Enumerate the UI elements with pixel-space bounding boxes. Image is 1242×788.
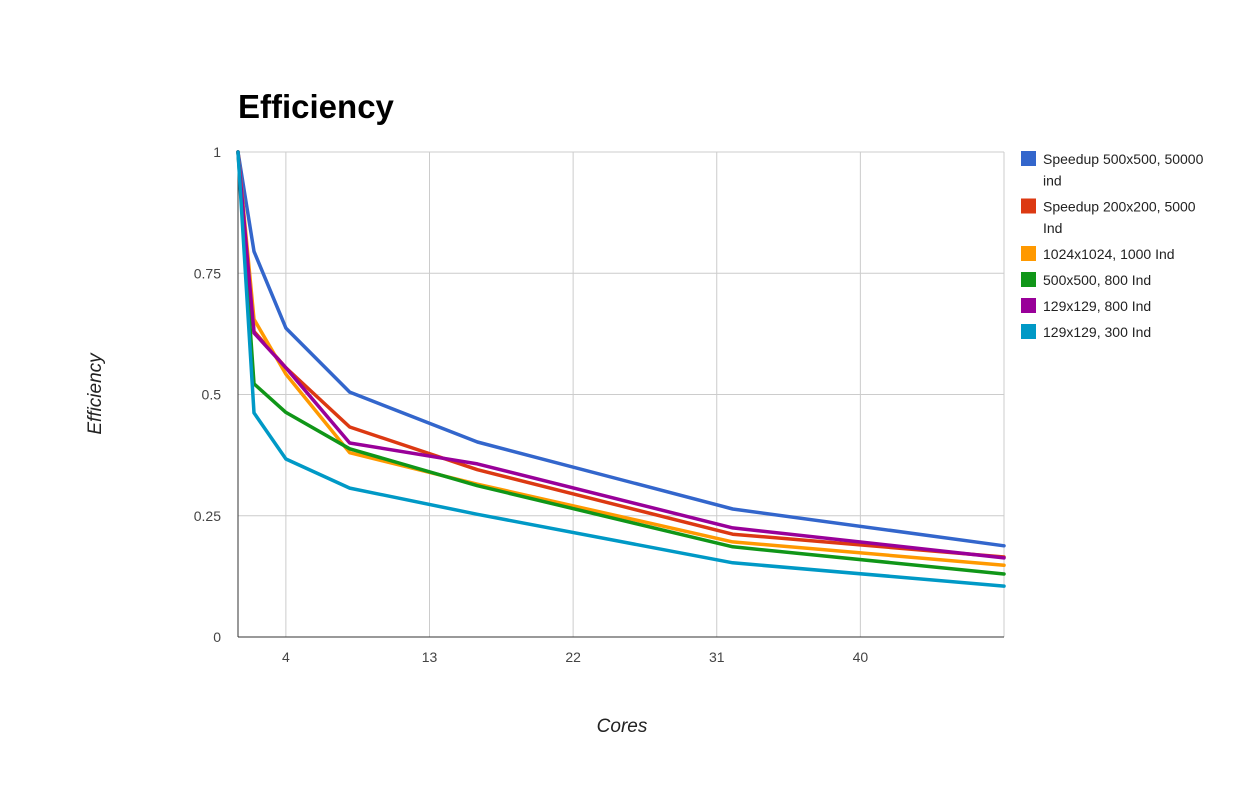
legend-label-speedup-500x500-50000-ind: Speedup 500x500, 50000 ind bbox=[1043, 151, 1204, 189]
x-tick-label: 40 bbox=[853, 649, 869, 665]
legend-label-speedup-200x200-5000-ind: Speedup 200x200, 5000 Ind bbox=[1043, 199, 1196, 237]
legend-swatch-speedup-500x500-50000-ind bbox=[1021, 151, 1036, 166]
legend-swatch-500x500-800-ind bbox=[1021, 272, 1036, 287]
series-line-129x129-300-ind bbox=[236, 150, 1006, 588]
x-tick-label: 22 bbox=[565, 649, 581, 665]
series-lines bbox=[236, 150, 1006, 588]
y-tick-label: 0 bbox=[213, 629, 221, 645]
series-line-500x500-800-ind bbox=[236, 150, 1006, 576]
series-line-speedup-200x200-5000-ind bbox=[236, 150, 1006, 559]
series-line-1024x1024-1000-ind bbox=[236, 150, 1006, 567]
axes bbox=[237, 152, 1004, 638]
x-tick-label: 13 bbox=[422, 649, 438, 665]
legend-label-1024x1024-1000-ind: 1024x1024, 1000 Ind bbox=[1043, 246, 1175, 262]
y-tick-label: 0.25 bbox=[194, 508, 221, 524]
legend-label-500x500-800-ind: 500x500, 800 Ind bbox=[1043, 272, 1151, 288]
series-line-129x129-800-ind bbox=[236, 150, 1006, 560]
legend-label-129x129-800-ind: 129x129, 800 Ind bbox=[1043, 298, 1151, 314]
legend-swatch-1024x1024-1000-ind bbox=[1021, 246, 1036, 261]
x-tick-label: 31 bbox=[709, 649, 725, 665]
tick-labels: 0 0.25 0.5 0.75 1 4 13 22 31 40 bbox=[194, 144, 869, 665]
x-axis-title: Cores bbox=[597, 716, 648, 737]
chart-title: Efficiency bbox=[238, 88, 395, 125]
y-tick-label: 0.75 bbox=[194, 265, 221, 281]
legend-label-129x129-300-ind: 129x129, 300 Ind bbox=[1043, 324, 1151, 340]
legend: Speedup 500x500, 50000 ind Speedup 200x200… bbox=[1021, 151, 1204, 340]
y-tick-label: 0.5 bbox=[202, 387, 222, 403]
series-line-speedup-500x500-50000-ind bbox=[236, 150, 1006, 548]
legend-swatch-speedup-200x200-5000-ind bbox=[1021, 198, 1036, 214]
legend-swatch-129x129-800-ind bbox=[1021, 298, 1036, 313]
legend-swatch-129x129-300-ind bbox=[1021, 324, 1036, 339]
y-tick-label: 1 bbox=[213, 144, 221, 160]
x-tick-label: 4 bbox=[282, 649, 290, 665]
y-axis-title: Efficiency bbox=[85, 352, 106, 435]
